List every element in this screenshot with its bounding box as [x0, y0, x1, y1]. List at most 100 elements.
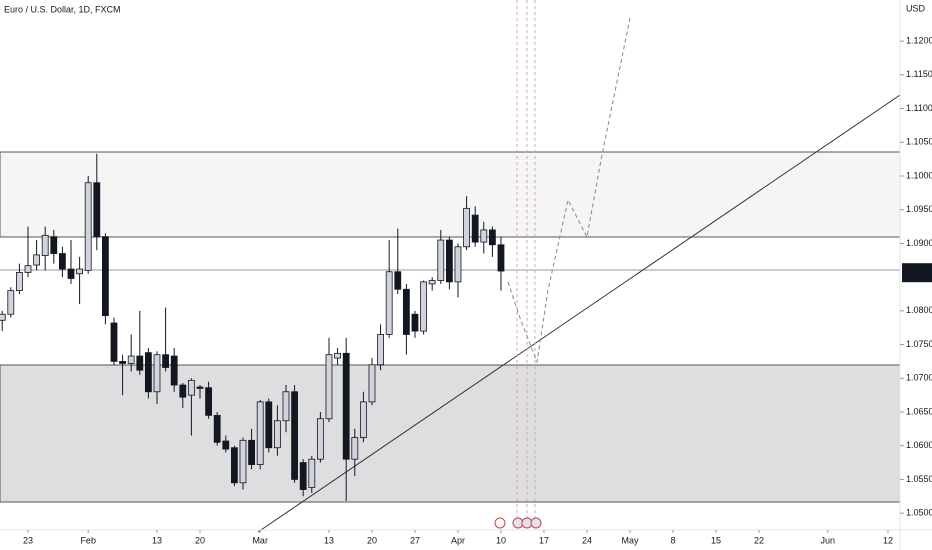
candle-body — [325, 354, 333, 420]
candle-body — [76, 268, 83, 275]
x-tick-label: 20 — [367, 535, 377, 545]
candle-body — [162, 354, 169, 368]
projection-path — [507, 17, 631, 364]
x-tick-label: Mar — [252, 535, 268, 545]
y-tick-label: 1.09000 — [906, 238, 932, 248]
candle-body — [41, 234, 49, 256]
candle-body — [119, 361, 126, 364]
currency-label: USD — [906, 3, 926, 13]
y-tick-label: 1.11500 — [906, 69, 932, 79]
candle-body — [445, 239, 453, 283]
candle-body — [316, 418, 324, 460]
candle-body — [394, 271, 402, 290]
candle-body — [480, 229, 488, 243]
x-tick-label: Jun — [821, 535, 836, 545]
candle-body — [239, 439, 247, 484]
candle-body — [93, 182, 101, 238]
candle-body — [144, 352, 152, 393]
candle-body — [256, 401, 264, 465]
candle-body — [7, 290, 15, 315]
y-tick-label: 1.06000 — [906, 440, 932, 450]
candle-body — [213, 414, 221, 443]
candle-body — [248, 439, 255, 465]
candle-body — [411, 313, 419, 332]
last-price-label: 1.08588 — [905, 264, 932, 274]
candle-body — [385, 271, 393, 335]
x-tick-label: 24 — [582, 535, 592, 545]
y-tick-label: 1.07000 — [906, 373, 932, 383]
y-tick-label: 1.08000 — [906, 305, 932, 315]
x-tick-label: 22 — [754, 535, 764, 545]
candle-body — [67, 268, 75, 279]
candle-body — [33, 254, 40, 266]
resistance-zone — [0, 151, 901, 238]
candle-body — [291, 391, 298, 480]
y-tick-label: 1.07500 — [906, 339, 932, 349]
candle-body — [196, 386, 204, 389]
candle-body — [402, 288, 410, 335]
candle-body — [16, 272, 23, 292]
candle-body — [342, 352, 350, 460]
x-tick-label: 12 — [883, 535, 893, 545]
candle-body — [101, 236, 109, 316]
candle-body — [463, 207, 470, 248]
x-tick-label: Feb — [80, 535, 96, 545]
chart-title: Euro / U.S. Dollar, 1D, FXCM — [4, 4, 121, 14]
x-tick-label: 17 — [539, 535, 549, 545]
candle-body — [359, 401, 367, 439]
x-tick-label: 13 — [152, 535, 162, 545]
candle-body — [222, 440, 230, 450]
candle-body — [205, 387, 212, 416]
x-tick-label: 20 — [195, 535, 205, 545]
candle-body — [265, 401, 273, 449]
countdown-label: 01:22:24 — [905, 272, 932, 282]
x-tick-label: 8 — [670, 535, 675, 545]
y-tick-label: 1.05000 — [906, 508, 932, 518]
y-tick-label: 1.09500 — [906, 204, 932, 214]
candle-body — [377, 334, 384, 366]
candle-body — [153, 354, 161, 393]
candle-body — [488, 229, 496, 246]
candle-body — [170, 355, 178, 386]
candle-body — [110, 322, 118, 362]
candle-body — [187, 379, 195, 396]
candle-body — [454, 246, 462, 283]
x-tick-label: 27 — [410, 535, 420, 545]
candle-body — [299, 462, 307, 490]
y-tick-label: 1.10000 — [906, 170, 932, 180]
trend-line — [257, 94, 901, 533]
event-icon[interactable] — [494, 517, 506, 529]
x-tick-label: 13 — [324, 535, 334, 545]
candle-body — [497, 244, 505, 272]
x-tick-label: 10 — [496, 535, 506, 545]
candle-body — [282, 391, 290, 422]
support-zone — [0, 364, 901, 503]
y-tick-label: 1.05500 — [906, 474, 932, 484]
candle-body — [179, 384, 187, 398]
candle-body — [308, 458, 316, 488]
candle-body — [420, 281, 427, 332]
y-tick-label: 1.11000 — [906, 103, 932, 113]
x-tick-label: 15 — [711, 535, 721, 545]
candle-body — [351, 437, 359, 460]
candle-body — [471, 214, 479, 243]
y-tick-label: 1.12000 — [906, 36, 932, 46]
candle-body — [84, 182, 92, 271]
candle-body — [368, 364, 376, 403]
y-tick-label: 1.06500 — [906, 406, 932, 416]
candle-body — [50, 236, 58, 254]
candle-body — [428, 280, 436, 285]
candle-body — [230, 447, 238, 484]
candle-body — [334, 352, 341, 359]
x-tick-label: Apr — [451, 535, 465, 545]
candle-body — [437, 239, 445, 281]
candle-body — [136, 355, 144, 371]
event-icon[interactable] — [530, 517, 542, 529]
candle-body — [273, 420, 281, 449]
candle-body — [127, 355, 135, 364]
candle-body — [58, 253, 66, 270]
x-tick-label: 23 — [23, 535, 33, 545]
x-tick-label: May — [621, 535, 639, 545]
candle-body — [0, 313, 6, 321]
